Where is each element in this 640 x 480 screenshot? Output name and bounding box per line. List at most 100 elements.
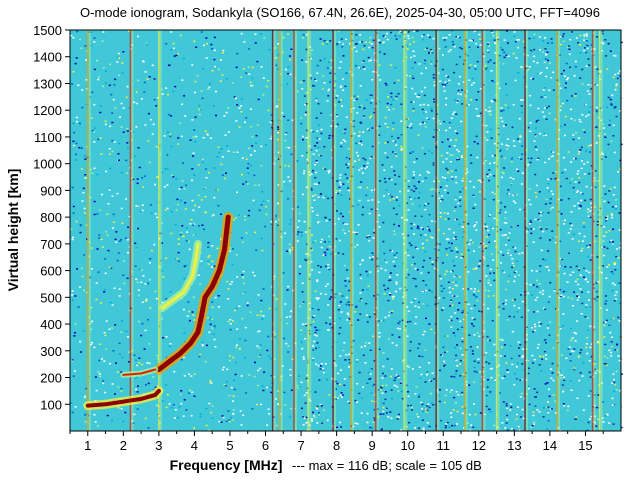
noise-speck <box>575 332 578 335</box>
noise-speck <box>590 356 593 358</box>
noise-speck <box>449 305 452 307</box>
noise-speck <box>239 338 241 340</box>
noise-speck <box>369 271 372 273</box>
noise-speck <box>554 400 557 402</box>
noise-speck <box>567 348 570 350</box>
noise-speck <box>564 124 566 126</box>
noise-speck <box>367 129 370 131</box>
noise-speck <box>83 207 86 210</box>
noise-speck <box>533 37 535 39</box>
noise-speck <box>506 148 509 150</box>
noise-speck <box>485 124 488 127</box>
noise-speck <box>589 325 592 328</box>
noise-speck <box>454 312 457 314</box>
noise-speck <box>501 346 503 349</box>
noise-speck <box>393 265 396 267</box>
noise-speck <box>355 34 358 36</box>
noise-speck <box>138 294 141 297</box>
noise-speck <box>578 379 581 382</box>
noise-speck <box>586 47 589 50</box>
noise-speck <box>541 111 544 113</box>
noise-speck <box>382 42 385 44</box>
noise-speck <box>142 61 145 63</box>
noise-speck <box>487 339 489 341</box>
noise-speck <box>257 384 259 387</box>
noise-speck <box>486 139 489 141</box>
noise-speck <box>355 233 358 235</box>
noise-speck <box>338 239 341 242</box>
noise-speck <box>443 39 446 41</box>
noise-speck <box>484 109 487 111</box>
noise-speck <box>320 112 323 114</box>
noise-speck <box>78 146 81 149</box>
noise-speck <box>515 378 518 380</box>
noise-speck <box>283 180 286 183</box>
noise-speck <box>314 78 316 81</box>
noise-speck <box>184 208 187 210</box>
noise-speck <box>595 290 598 293</box>
noise-speck <box>479 112 482 115</box>
noise-speck <box>344 128 347 131</box>
noise-speck <box>545 228 548 230</box>
noise-speck <box>415 158 418 160</box>
noise-speck <box>135 205 138 207</box>
noise-speck <box>80 147 83 149</box>
noise-speck <box>312 357 315 360</box>
noise-speck <box>552 151 555 153</box>
noise-speck <box>390 92 393 95</box>
noise-speck <box>113 84 116 86</box>
noise-speck <box>431 237 434 239</box>
noise-speck <box>583 39 585 41</box>
noise-speck <box>560 125 563 128</box>
noise-speck <box>97 371 100 373</box>
noise-speck <box>232 395 235 397</box>
noise-speck <box>487 61 490 63</box>
noise-speck <box>417 227 420 230</box>
y-tick-label: 1300 <box>33 76 62 91</box>
noise-speck <box>422 280 425 282</box>
noise-speck <box>399 190 401 193</box>
noise-speck <box>233 96 236 98</box>
y-tick-label: 200 <box>40 371 62 386</box>
noise-speck <box>147 140 150 142</box>
noise-speck <box>204 168 207 170</box>
noise-speck <box>603 185 606 187</box>
noise-speck <box>147 112 150 115</box>
noise-speck <box>554 241 557 244</box>
noise-speck <box>421 355 424 358</box>
noise-speck <box>382 402 385 405</box>
noise-speck <box>330 296 333 298</box>
noise-speck <box>544 37 546 39</box>
noise-speck <box>117 386 120 388</box>
noise-speck <box>490 376 493 379</box>
noise-speck <box>427 104 430 106</box>
noise-speck <box>364 362 367 364</box>
noise-speck <box>215 114 217 117</box>
noise-speck <box>393 379 396 382</box>
noise-speck <box>70 34 73 37</box>
noise-speck <box>247 147 250 150</box>
noise-speck <box>223 115 226 117</box>
noise-speck <box>607 201 610 204</box>
noise-speck <box>433 378 435 380</box>
noise-speck <box>411 409 413 411</box>
noise-speck <box>388 292 391 295</box>
noise-speck <box>429 52 432 54</box>
noise-speck <box>505 299 508 302</box>
noise-speck <box>217 295 220 297</box>
noise-speck <box>559 328 562 330</box>
noise-speck <box>470 307 473 310</box>
noise-speck <box>488 45 491 47</box>
noise-speck <box>208 83 211 85</box>
noise-speck <box>500 148 503 151</box>
noise-speck <box>512 178 515 180</box>
noise-speck <box>300 117 303 119</box>
noise-speck <box>134 265 137 267</box>
noise-speck <box>428 213 431 216</box>
noise-speck <box>614 55 617 57</box>
noise-speck <box>470 162 473 164</box>
noise-speck <box>469 346 472 348</box>
noise-speck <box>540 370 543 372</box>
noise-speck <box>547 301 550 303</box>
noise-speck <box>85 387 88 390</box>
